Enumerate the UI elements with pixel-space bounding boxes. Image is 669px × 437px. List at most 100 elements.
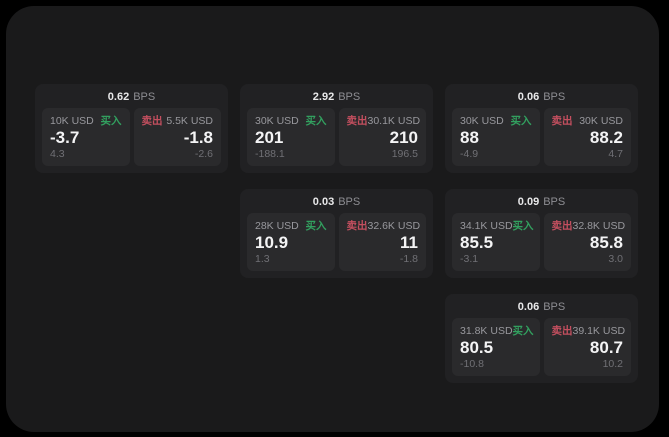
buy-header-row: 10K USD 买入 [50, 115, 122, 128]
sell-quote-tile[interactable]: 卖出 5.5K USD -1.8 -2.6 [133, 108, 221, 166]
card-header: 0.09 BPS [452, 194, 631, 213]
card-header: 0.06 BPS [452, 299, 631, 318]
sell-side-label: 卖出 [551, 115, 573, 127]
buy-header-row: 30K USD 买入 [255, 115, 327, 128]
buy-notional: 30K USD [255, 115, 299, 127]
buy-change: 4.3 [50, 148, 65, 160]
buy-change: 1.3 [255, 253, 270, 265]
bps-suffix-label: BPS [543, 196, 566, 208]
cards-grid: 0.62 BPS 10K USD 买入 -3.7 4.3 卖出 5.5K USD … [35, 84, 638, 383]
sell-price: 88.2 [589, 128, 623, 147]
sell-price: 11 [400, 233, 418, 252]
buy-quote-tile[interactable]: 30K USD 买入 88 -4.9 [452, 108, 540, 166]
sell-header-row: 卖出 32.6K USD [346, 220, 421, 233]
buy-notional: 30K USD [460, 115, 504, 127]
bps-suffix-label: BPS [338, 91, 361, 103]
buy-quote-tile[interactable]: 10K USD 买入 -3.7 4.3 [42, 108, 130, 166]
quote-sides: 30K USD 买入 88 -4.9 卖出 30K USD 88.2 4.7 [452, 108, 631, 166]
buy-change: -188.1 [255, 148, 285, 160]
buy-side-label: 买入 [510, 115, 532, 127]
sell-side-label: 卖出 [141, 115, 163, 127]
sell-notional: 30K USD [579, 115, 623, 127]
quote-card[interactable]: 0.62 BPS 10K USD 买入 -3.7 4.3 卖出 5.5K USD … [35, 84, 228, 173]
buy-side-label: 买入 [100, 115, 122, 127]
sell-change: 4.7 [608, 148, 623, 160]
sell-side-label: 卖出 [551, 325, 573, 337]
buy-quote-tile[interactable]: 31.8K USD 买入 80.5 -10.8 [452, 318, 540, 376]
buy-price: 88 [460, 128, 479, 147]
sell-change: -2.6 [194, 148, 213, 160]
buy-price: -3.7 [50, 128, 80, 147]
bps-suffix-label: BPS [338, 196, 361, 208]
quote-card[interactable]: 0.09 BPS 34.1K USD 买入 85.5 -3.1 卖出 32.8K … [445, 189, 638, 278]
buy-quote-tile[interactable]: 28K USD 买入 10.9 1.3 [247, 213, 335, 271]
buy-notional: 31.8K USD [460, 325, 513, 337]
sell-quote-tile[interactable]: 卖出 30K USD 88.2 4.7 [543, 108, 631, 166]
buy-change: -3.1 [460, 253, 479, 265]
buy-notional: 34.1K USD [460, 220, 513, 232]
card-header: 0.06 BPS [452, 89, 631, 108]
buy-notional: 28K USD [255, 220, 299, 232]
sell-side-label: 卖出 [346, 115, 368, 127]
sell-price: 210 [389, 128, 418, 147]
quote-card[interactable]: 0.06 BPS 30K USD 买入 88 -4.9 卖出 30K USD 88… [445, 84, 638, 173]
sell-notional: 39.1K USD [572, 325, 626, 337]
buy-change: -10.8 [460, 358, 484, 370]
sell-quote-tile[interactable]: 卖出 32.6K USD 11 -1.8 [338, 213, 426, 271]
bps-value: 0.06 [517, 91, 540, 103]
sell-header-row: 卖出 39.1K USD [551, 325, 626, 338]
buy-side-label: 买入 [305, 220, 327, 232]
sell-side-label: 卖出 [551, 220, 573, 232]
buy-header-row: 34.1K USD 买入 [460, 220, 534, 233]
sell-notional: 5.5K USD [166, 115, 213, 127]
buy-price: 85.5 [460, 233, 494, 252]
sell-notional: 32.8K USD [572, 220, 626, 232]
bps-value: 0.06 [517, 301, 540, 313]
buy-side-label: 买入 [512, 220, 534, 232]
sell-side-label: 卖出 [346, 220, 368, 232]
bps-suffix-label: BPS [543, 91, 566, 103]
buy-side-label: 买入 [305, 115, 327, 127]
quote-sides: 34.1K USD 买入 85.5 -3.1 卖出 32.8K USD 85.8… [452, 213, 631, 271]
buy-price: 80.5 [460, 338, 494, 357]
sell-change: 196.5 [391, 148, 418, 160]
buy-quote-tile[interactable]: 30K USD 买入 201 -188.1 [247, 108, 335, 166]
buy-header-row: 30K USD 买入 [460, 115, 532, 128]
quote-card[interactable]: 0.03 BPS 28K USD 买入 10.9 1.3 卖出 32.6K USD… [240, 189, 433, 278]
quote-sides: 31.8K USD 买入 80.5 -10.8 卖出 39.1K USD 80.… [452, 318, 631, 376]
sell-quote-tile[interactable]: 卖出 32.8K USD 85.8 3.0 [543, 213, 631, 271]
buy-notional: 10K USD [50, 115, 94, 127]
buy-change: -4.9 [460, 148, 479, 160]
sell-price: -1.8 [183, 128, 213, 147]
sell-header-row: 卖出 5.5K USD [142, 115, 214, 128]
sell-header-row: 卖出 30K USD [552, 115, 624, 128]
card-header: 2.92 BPS [247, 89, 426, 108]
bps-value: 2.92 [312, 91, 335, 103]
buy-side-label: 买入 [512, 325, 534, 337]
card-header: 0.03 BPS [247, 194, 426, 213]
sell-change: -1.8 [399, 253, 418, 265]
sell-change: 10.2 [602, 358, 623, 370]
buy-price: 10.9 [255, 233, 289, 252]
quote-sides: 10K USD 买入 -3.7 4.3 卖出 5.5K USD -1.8 -2.… [42, 108, 221, 166]
quotes-panel: 0.62 BPS 10K USD 买入 -3.7 4.3 卖出 5.5K USD … [6, 6, 659, 432]
card-header: 0.62 BPS [42, 89, 221, 108]
quote-sides: 28K USD 买入 10.9 1.3 卖出 32.6K USD 11 -1.8 [247, 213, 426, 271]
buy-quote-tile[interactable]: 34.1K USD 买入 85.5 -3.1 [452, 213, 540, 271]
sell-header-row: 卖出 32.8K USD [551, 220, 626, 233]
sell-header-row: 卖出 30.1K USD [346, 115, 421, 128]
sell-notional: 32.6K USD [367, 220, 421, 232]
quote-card[interactable]: 0.06 BPS 31.8K USD 买入 80.5 -10.8 卖出 39.1K… [445, 294, 638, 383]
sell-quote-tile[interactable]: 卖出 30.1K USD 210 196.5 [338, 108, 426, 166]
quote-sides: 30K USD 买入 201 -188.1 卖出 30.1K USD 210 1… [247, 108, 426, 166]
sell-price: 85.8 [589, 233, 623, 252]
quote-card[interactable]: 2.92 BPS 30K USD 买入 201 -188.1 卖出 30.1K U… [240, 84, 433, 173]
sell-price: 80.7 [589, 338, 623, 357]
sell-quote-tile[interactable]: 卖出 39.1K USD 80.7 10.2 [543, 318, 631, 376]
buy-price: 201 [255, 128, 284, 147]
bps-value: 0.62 [107, 91, 130, 103]
sell-change: 3.0 [608, 253, 623, 265]
bps-suffix-label: BPS [133, 91, 156, 103]
bps-suffix-label: BPS [543, 301, 566, 313]
bps-value: 0.03 [312, 196, 335, 208]
